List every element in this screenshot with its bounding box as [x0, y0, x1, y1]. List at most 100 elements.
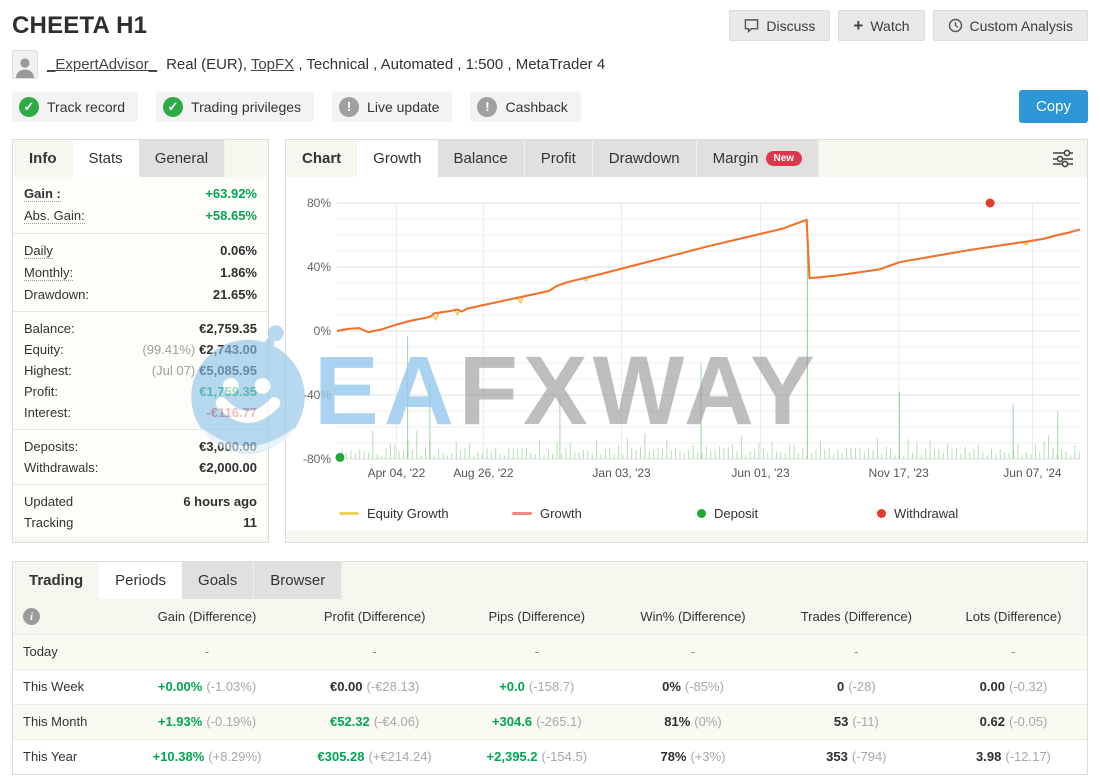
tab-label: Stats	[88, 150, 123, 167]
stats-tab-stats[interactable]: Stats	[72, 140, 139, 177]
stat-row-balance: Balance: €2,759.35	[13, 318, 268, 339]
period-cell: 78% (+3%)	[613, 739, 772, 774]
period-label: This Week	[23, 679, 85, 694]
chart-tab-drawdown[interactable]: Drawdown	[592, 140, 697, 177]
stat-value-note: (99.41%)	[142, 342, 196, 357]
period-cell: +0.00% (-1.03%)	[125, 669, 289, 704]
deposit-swatch	[697, 509, 706, 518]
cell-value: +0.0	[499, 679, 525, 694]
chart-settings-icon[interactable]	[1052, 148, 1074, 173]
svg-text:0%: 0%	[314, 324, 332, 338]
stat-label: Tracking	[24, 515, 74, 530]
period-cell: 81% (0%)	[613, 704, 772, 739]
period-row-this-month: This Month +1.93% (-0.19%) €52.32 (-€4.06) +3…	[13, 704, 1087, 739]
periods-col-lots-difference: Lots (Difference)	[965, 608, 1062, 624]
cell-value: +0.00%	[157, 679, 203, 694]
tab-label: Goals	[198, 572, 238, 589]
period-cell: 53 (-11)	[773, 704, 940, 739]
period-row-today: Today - - - - - -	[13, 634, 1087, 669]
info-icon[interactable]: i	[23, 608, 40, 625]
cell-value: 78%	[660, 749, 687, 765]
custom-analysis-label: Custom Analysis	[969, 17, 1073, 34]
tab-label: Info	[29, 150, 57, 167]
stat-label: Drawdown:	[24, 287, 90, 302]
tab-label: Margin	[712, 150, 759, 167]
cell-difference: (-85%)	[684, 679, 724, 694]
stat-label: Monthly:	[24, 265, 74, 281]
period-cell: €52.32 (-€4.06)	[289, 704, 460, 739]
stat-label: Withdrawals:	[24, 460, 99, 475]
badge-trading-privileges: ✓ Trading privileges	[156, 91, 315, 122]
period-cell: -	[534, 644, 539, 659]
legend-deposit[interactable]: Deposit	[697, 506, 758, 521]
cell-value: 0	[836, 679, 845, 694]
periods-tab-periods[interactable]: Periods	[99, 562, 183, 599]
account-owner-link[interactable]: _ExpertAdvisor_	[47, 56, 158, 73]
periods-tab-trading[interactable]: Trading	[13, 562, 99, 599]
periods-col-pips-difference: Pips (Difference)	[488, 608, 586, 624]
stat-label: Daily	[24, 243, 53, 259]
growth-swatch	[512, 512, 532, 515]
cell-value: +304.6	[491, 714, 533, 729]
periods-tabs: Trading Periods Goals Browser	[13, 562, 1087, 599]
period-cell: +2,395.2 (-154.5)	[460, 739, 613, 774]
chart-tab-growth[interactable]: Growth	[357, 140, 438, 177]
legend-withdrawal[interactable]: Withdrawal	[877, 506, 958, 521]
watch-button[interactable]: + Watch	[838, 10, 925, 41]
copy-button[interactable]: Copy	[1018, 90, 1088, 123]
stats-tabs: Info Stats General	[13, 140, 268, 177]
divider	[13, 311, 268, 312]
period-row-this-year: This Year +10.38% (+8.29%) €305.28 (+€214.24…	[13, 739, 1087, 774]
stat-label: Deposits:	[24, 439, 79, 454]
period-cell: -	[204, 644, 210, 659]
cell-difference: (-794)	[851, 749, 887, 765]
stat-row-abs-gain: Abs. Gain: +58.65%	[13, 205, 268, 227]
stat-label: Balance:	[24, 321, 75, 336]
stat-label: Interest:	[24, 405, 71, 420]
cell-difference: (+8.29%)	[208, 749, 262, 765]
svg-text:-80%: -80%	[303, 452, 331, 466]
chart-tab-chart[interactable]: Chart	[286, 140, 357, 177]
periods-col-win-difference: Win% (Difference)	[640, 608, 746, 624]
period-cell: -	[690, 644, 696, 659]
header: CHEETA H1 Discuss + Watch Custom Analysi…	[12, 10, 1088, 41]
tab-label: Periods	[115, 572, 167, 589]
custom-analysis-button[interactable]: Custom Analysis	[932, 10, 1088, 41]
cell-difference: (-12.17)	[1005, 749, 1051, 765]
growth-chart[interactable]: 80% 40% 0% -40% -80% Apr 04, '22 Aug 26, '22 Ja…	[287, 181, 1086, 493]
stat-row-daily: Daily 0.06%	[13, 240, 268, 262]
tab-label: Drawdown	[608, 150, 680, 167]
periods-col-profit-difference: Profit (Difference)	[323, 608, 426, 624]
cell-difference: (+€214.24)	[368, 749, 432, 765]
chart-legend: Equity Growth Growth Deposit Withdrawal	[287, 498, 1086, 531]
periods-col-gain-difference: Gain (Difference)	[157, 608, 257, 624]
cell-difference: (-0.32)	[1008, 679, 1048, 694]
legend-growth[interactable]: Growth	[512, 506, 582, 521]
svg-text:Jun 01, '23: Jun 01, '23	[731, 466, 790, 480]
periods-tab-browser[interactable]: Browser	[254, 562, 343, 599]
watch-label: Watch	[870, 17, 910, 34]
chart-tab-profit[interactable]: Profit	[524, 140, 593, 177]
cell-difference: (0%)	[694, 714, 722, 729]
stats-body: Gain : +63.92% Abs. Gain: +58.65% Daily 0.06%…	[13, 177, 268, 537]
legend-equity-growth[interactable]: Equity Growth	[339, 506, 449, 521]
period-cell: +1.93% (-0.19%)	[125, 704, 289, 739]
stat-row-gain: Gain : +63.92%	[13, 183, 268, 205]
period-cell: 3.98 (-12.17)	[940, 739, 1087, 774]
chart-tab-margin[interactable]: Margin New	[696, 140, 820, 177]
period-cell: €305.28 (+€214.24)	[289, 739, 460, 774]
chart-tab-balance[interactable]: Balance	[437, 140, 525, 177]
stat-row-interest: Interest: -€116.77	[13, 402, 268, 423]
stat-value: €3,000.00	[199, 439, 257, 454]
stat-label: Profit:	[24, 384, 58, 399]
discuss-button[interactable]: Discuss	[729, 10, 831, 41]
broker-link[interactable]: TopFX	[250, 56, 295, 73]
stats-tab-info[interactable]: Info	[13, 140, 73, 177]
stats-tab-general[interactable]: General	[138, 140, 226, 177]
periods-tab-goals[interactable]: Goals	[182, 562, 255, 599]
periods-col-trades-difference: Trades (Difference)	[800, 608, 912, 624]
stat-row-tracking: Tracking 11	[13, 512, 268, 533]
plus-icon: +	[853, 16, 864, 35]
chart-body: 80% 40% 0% -40% -80% Apr 04, '22 Aug 26, '22 Ja…	[286, 177, 1087, 531]
badge-label: Track record	[47, 98, 126, 115]
